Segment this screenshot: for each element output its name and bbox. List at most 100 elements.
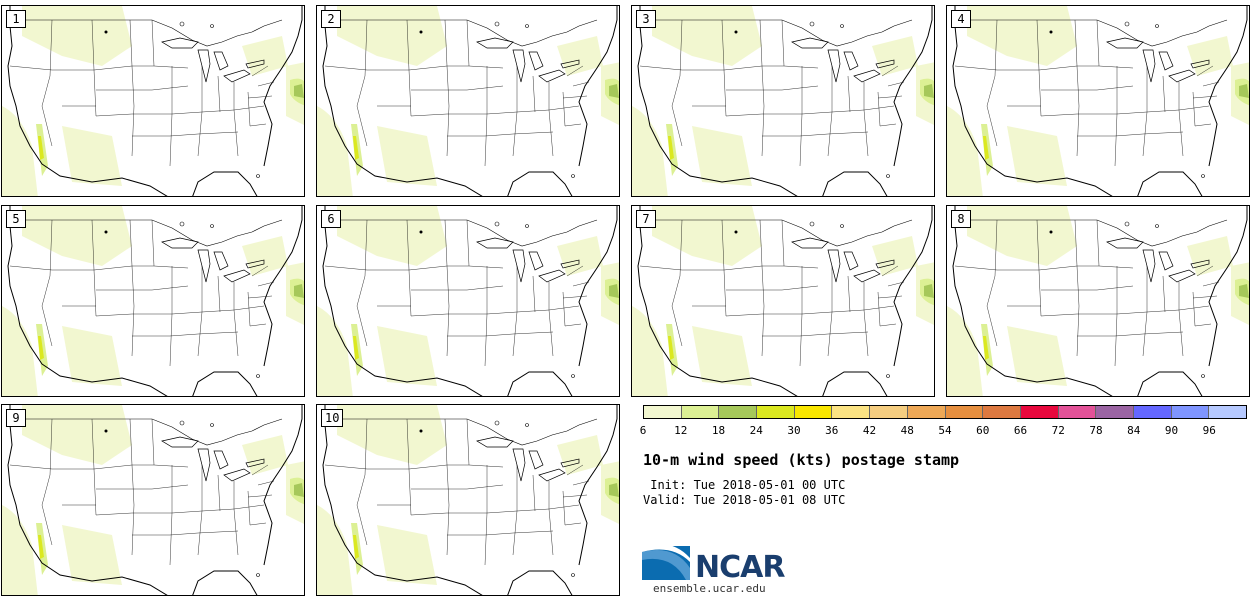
panel-number: 2: [321, 10, 341, 28]
wind-shading: [62, 326, 122, 386]
colorbar-swatch: [757, 406, 795, 418]
panel-number: 5: [6, 210, 26, 228]
map-panel-1: 1: [1, 5, 305, 197]
wind-shading: [22, 405, 132, 465]
wind-shading: [983, 136, 989, 160]
colorbar-tick-label: 54: [938, 424, 952, 437]
wind-shading: [652, 6, 762, 66]
colorbar: [643, 405, 1247, 419]
colorbar-swatch: [907, 406, 946, 418]
colorbar-swatch: [1020, 406, 1059, 418]
colorbar-swatch: [1133, 406, 1172, 418]
wind-shading: [242, 435, 288, 475]
us-map: [947, 6, 1249, 196]
wind-shading: [22, 206, 132, 266]
colorbar-swatch: [983, 406, 1021, 418]
wind-shading: [337, 405, 447, 465]
colorbar-swatch: [832, 406, 871, 418]
wind-shading: [2, 505, 38, 595]
panel-number: 1: [6, 10, 26, 28]
us-map: [632, 6, 934, 196]
wind-shading: [668, 136, 674, 160]
wind-shading: [337, 206, 447, 266]
wind-shading: [377, 326, 437, 386]
wind-shading: [557, 36, 603, 76]
colorbar-tick-label: 42: [862, 424, 877, 437]
wind-shading: [947, 106, 983, 196]
map-panel-6: 6: [316, 205, 620, 397]
colorbar-swatch: [1171, 406, 1210, 418]
wind-shading: [242, 36, 288, 76]
panel-number: 9: [6, 409, 26, 427]
wind-shading: [1187, 36, 1233, 76]
wind-shading: [377, 126, 437, 186]
wind-shading: [924, 284, 934, 298]
wind-shading: [38, 136, 44, 160]
colorbar-tick-label: 48: [900, 424, 914, 437]
colorbar-tick-labels: 6 12 18 24 30 36 42 48 54 60 66 72 78 84 90 96: [640, 424, 1247, 438]
init-time: Init: Tue 2018-05-01 00 UTC: [643, 478, 846, 492]
colorbar-swatch: [794, 406, 833, 418]
colorbar-tick-label: 36: [825, 424, 839, 437]
wind-shading: [632, 306, 668, 396]
colorbar-tick-label: 78: [1089, 424, 1103, 437]
wind-shading: [377, 525, 437, 585]
colorbar-swatch: [719, 406, 758, 418]
colorbar-tick-label: 60: [976, 424, 990, 437]
map-panel-4: 4: [946, 5, 1250, 197]
us-map: [317, 206, 619, 396]
colorbar-tick-label: 30: [787, 424, 801, 437]
colorbar-swatch: [1096, 406, 1134, 418]
wind-shading: [62, 525, 122, 585]
us-map: [632, 206, 934, 396]
wind-shading: [609, 284, 619, 298]
panel-number: 6: [321, 210, 341, 228]
wind-shading: [924, 84, 934, 98]
wind-shading: [317, 106, 353, 196]
wind-shading: [557, 435, 603, 475]
panel-number: 8: [951, 210, 971, 228]
wind-shading: [967, 6, 1077, 66]
wind-shading: [2, 106, 38, 196]
colorbar-swatch: [1209, 406, 1246, 418]
panel-number: 4: [951, 10, 971, 28]
colorbar-tick-label: 24: [749, 424, 763, 437]
wind-shading: [353, 336, 359, 360]
wind-shading: [294, 483, 304, 497]
map-panel-8: 8: [946, 205, 1250, 397]
colorbar-swatch: [1058, 406, 1097, 418]
wind-shading: [652, 206, 762, 266]
wind-shading: [2, 306, 38, 396]
map-panel-7: 7: [631, 205, 935, 397]
colorbar-swatch: [870, 406, 908, 418]
wind-shading: [872, 36, 918, 76]
wind-shading: [337, 6, 447, 66]
wind-shading: [609, 84, 619, 98]
wind-shading: [353, 535, 359, 559]
us-map: [317, 405, 619, 595]
wind-shading: [1187, 236, 1233, 276]
colorbar-swatch: [945, 406, 984, 418]
colorbar-tick-label: 72: [1051, 424, 1065, 437]
wind-shading: [22, 6, 132, 66]
wind-shading: [632, 106, 668, 196]
wind-shading: [609, 483, 619, 497]
map-panel-3: 3: [631, 5, 935, 197]
colorbar-swatch: [681, 406, 720, 418]
wind-shading: [294, 84, 304, 98]
wind-shading: [983, 336, 989, 360]
colorbar-tick-label: 96: [1202, 424, 1216, 437]
wind-shading: [317, 505, 353, 595]
us-map: [2, 206, 304, 396]
wind-shading: [317, 306, 353, 396]
wind-shading: [38, 336, 44, 360]
wind-shading: [38, 535, 44, 559]
map-panel-2: 2: [316, 5, 620, 197]
map-panel-10: 10: [316, 404, 620, 596]
us-map: [947, 206, 1249, 396]
wind-shading: [668, 336, 674, 360]
colorbar-tick-label: 84: [1127, 424, 1141, 437]
wind-shading: [1239, 84, 1249, 98]
wind-shading: [1007, 126, 1067, 186]
map-panel-9: 9: [1, 404, 305, 596]
